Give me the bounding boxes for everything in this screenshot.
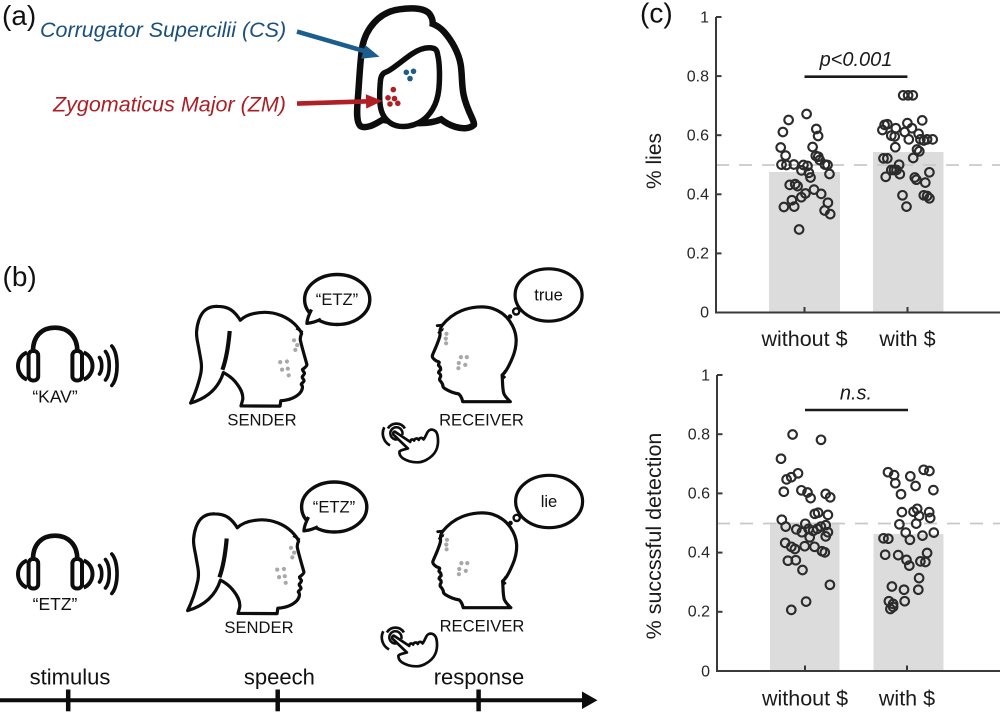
svg-text:0: 0 bbox=[700, 305, 709, 322]
svg-text:“ETZ”: “ETZ” bbox=[313, 498, 355, 517]
svg-text:(c): (c) bbox=[640, 0, 673, 29]
svg-text:Corrugator Supercilii (CS): Corrugator Supercilii (CS) bbox=[40, 18, 286, 42]
svg-text:0.8: 0.8 bbox=[687, 69, 709, 86]
svg-text:0.2: 0.2 bbox=[687, 246, 709, 263]
svg-text:stimulus: stimulus bbox=[30, 665, 111, 690]
svg-text:1: 1 bbox=[701, 368, 710, 385]
svg-text:with $: with $ bbox=[878, 327, 935, 351]
svg-text:Zygomaticus Major (ZM): Zygomaticus Major (ZM) bbox=[52, 93, 286, 117]
svg-text:0.6: 0.6 bbox=[688, 486, 710, 503]
svg-text:response: response bbox=[434, 665, 525, 690]
svg-text:“KAV”: “KAV” bbox=[32, 387, 78, 407]
svg-text:0.4: 0.4 bbox=[688, 545, 710, 562]
svg-text:lie: lie bbox=[541, 492, 558, 511]
svg-text:“ETZ”: “ETZ” bbox=[316, 290, 358, 309]
svg-text:(b): (b) bbox=[3, 261, 37, 292]
svg-text:p<0.001: p<0.001 bbox=[819, 49, 893, 71]
svg-text:without $: without $ bbox=[760, 327, 847, 351]
svg-text:with $: with $ bbox=[878, 687, 935, 711]
svg-text:% lies: % lies bbox=[643, 133, 666, 189]
svg-text:speech: speech bbox=[244, 665, 315, 690]
svg-text:true: true bbox=[534, 286, 563, 305]
svg-text:0.8: 0.8 bbox=[688, 427, 710, 444]
svg-text:without $: without $ bbox=[761, 687, 848, 711]
svg-text:n.s.: n.s. bbox=[840, 383, 872, 405]
svg-text:1: 1 bbox=[700, 10, 709, 27]
svg-text:“ETZ”: “ETZ” bbox=[33, 594, 78, 614]
svg-text:SENDER: SENDER bbox=[227, 411, 296, 430]
svg-text:RECEIVER: RECEIVER bbox=[439, 411, 524, 430]
svg-text:(a): (a) bbox=[2, 0, 36, 31]
svg-text:0.2: 0.2 bbox=[688, 604, 710, 621]
svg-text:0.6: 0.6 bbox=[687, 128, 709, 145]
svg-text:SENDER: SENDER bbox=[224, 618, 293, 637]
svg-text:RECEIVER: RECEIVER bbox=[440, 617, 525, 636]
svg-text:0: 0 bbox=[701, 664, 710, 681]
svg-text:% succssful detection: % succssful detection bbox=[642, 433, 666, 640]
svg-text:0.4: 0.4 bbox=[687, 187, 709, 204]
